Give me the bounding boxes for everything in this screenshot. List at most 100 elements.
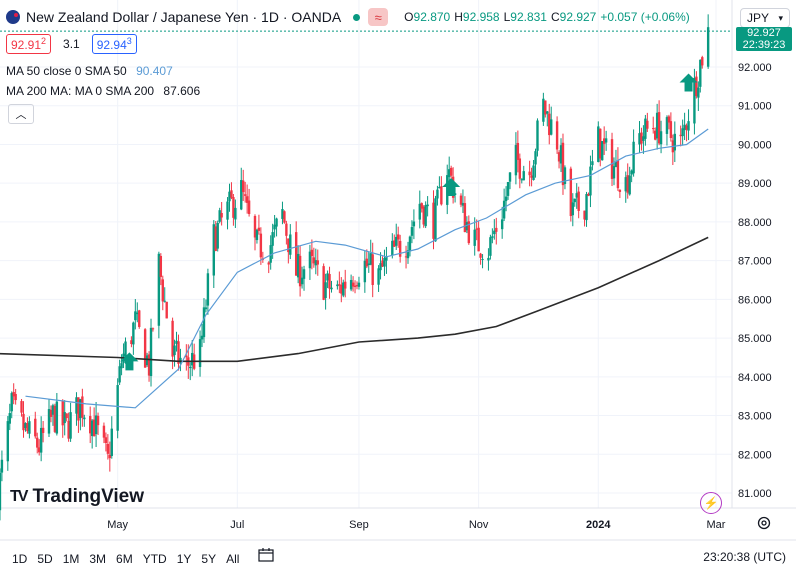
range-button-ytd[interactable]: YTD — [142, 552, 167, 566]
candle-body — [500, 219, 504, 230]
candle-body — [110, 428, 113, 456]
candle-body — [673, 133, 677, 151]
candle-body — [585, 194, 588, 221]
candle-body — [461, 202, 465, 206]
candle-body — [161, 279, 164, 302]
candle-body — [550, 119, 553, 135]
range-button-1m[interactable]: 1M — [62, 552, 80, 566]
candle-body — [701, 57, 704, 66]
candle-body — [294, 232, 298, 276]
candle-body — [508, 172, 512, 182]
candle-body — [544, 100, 547, 115]
candle-body — [652, 128, 655, 130]
candle-body — [157, 253, 161, 326]
candle-body — [438, 186, 441, 189]
market-open-dot-icon — [353, 13, 361, 21]
candle-body — [200, 335, 204, 340]
bid-pip: 2 — [41, 36, 47, 46]
candle-body — [134, 311, 137, 321]
range-button-1y[interactable]: 1Y — [176, 552, 192, 566]
candle-body — [542, 98, 545, 122]
ma200-legend[interactable]: MA 200 MA: MA 0 SMA 200 87.606 — [6, 84, 200, 98]
candle-body — [575, 193, 578, 198]
buy-arrow-icon — [679, 73, 698, 92]
candle-body — [0, 472, 2, 511]
utc-clock[interactable]: 23:20:38 (UTC) — [703, 550, 786, 564]
candle-body — [20, 401, 23, 413]
candle-body — [612, 166, 616, 179]
candle-body — [63, 412, 66, 424]
candle-body — [330, 287, 333, 290]
candle-body — [610, 139, 614, 179]
candle-body — [202, 307, 206, 338]
candle-body — [206, 273, 210, 306]
range-button-1d[interactable]: 1D — [12, 552, 28, 566]
buy-arrow-icon — [120, 352, 139, 371]
candle-body — [175, 340, 178, 344]
candle-body — [628, 175, 631, 195]
candle-body — [55, 401, 59, 434]
candle-body — [338, 284, 341, 286]
tradingview-logo[interactable]: TV TradingView — [10, 486, 144, 508]
candle-body — [385, 256, 388, 261]
candle-body — [569, 168, 573, 217]
ma50-legend[interactable]: MA 50 close 0 SMA 50 90.407 — [6, 64, 173, 78]
candle-body — [89, 416, 92, 434]
candle-body — [69, 412, 72, 439]
candle-body — [404, 256, 408, 258]
ohlc-values: O92.870 H92.958 L92.831 C92.927 +0.057 (+0.0… — [404, 10, 690, 24]
candle-body — [0, 459, 4, 473]
candle-body — [518, 158, 522, 179]
calendar-range-icon[interactable] — [258, 548, 274, 562]
candle-body — [642, 136, 645, 141]
candle-body — [106, 443, 110, 454]
x-tick-label: Sep — [349, 519, 369, 531]
candle-body — [449, 167, 453, 176]
bid-button[interactable]: 92.912 — [6, 34, 52, 54]
ohlc-value: 92.831 — [510, 10, 547, 24]
symbol-title[interactable]: New Zealand Dollar / Japanese Yen · 1D ·… — [26, 9, 342, 25]
y-tick-label: 83.000 — [738, 411, 772, 423]
candle-body — [22, 413, 25, 431]
candle-body — [699, 59, 702, 87]
candle-body — [685, 125, 688, 130]
candle-body — [599, 128, 602, 159]
candle-body — [6, 421, 10, 462]
candle-body — [432, 202, 435, 239]
x-tick-label: 2024 — [586, 519, 611, 531]
gear-icon[interactable] — [757, 516, 771, 530]
range-button-3m[interactable]: 3M — [89, 552, 107, 566]
candle-body — [589, 166, 592, 196]
candle-body — [520, 179, 523, 181]
approx-icon[interactable]: ≈ — [368, 8, 389, 26]
x-tick-label: Nov — [469, 519, 489, 531]
candle-body — [436, 189, 439, 199]
lightning-icon[interactable]: ⚡ — [700, 492, 722, 514]
candle-body — [495, 227, 498, 232]
x-tick-label: May — [107, 519, 128, 531]
candle-body — [267, 262, 270, 265]
currency-selector[interactable]: JPY ▾ — [740, 8, 790, 28]
range-button-5d[interactable]: 5D — [37, 552, 53, 566]
candle-body — [204, 307, 208, 310]
candle-body — [587, 193, 590, 196]
candle-body — [283, 211, 286, 223]
candle-body — [228, 191, 231, 202]
range-button-5y[interactable]: 5Y — [201, 552, 217, 566]
ma200-line — [0, 236, 709, 363]
candle-body — [530, 175, 533, 178]
collapse-legend-button[interactable]: ︿ — [8, 104, 34, 124]
candle-body — [693, 77, 696, 124]
range-button-6m[interactable]: 6M — [116, 552, 133, 566]
candle-body — [463, 203, 467, 233]
candle-body — [681, 128, 684, 137]
ask-button[interactable]: 92.943 — [91, 34, 137, 54]
buy-arrow-icon — [442, 178, 461, 197]
candle-body — [344, 281, 347, 289]
candle-body — [77, 397, 80, 421]
ask-pip: 3 — [126, 36, 132, 46]
ohlc-value: 92.870 — [413, 10, 451, 24]
candle-body — [310, 249, 314, 257]
range-button-all[interactable]: All — [226, 552, 240, 566]
